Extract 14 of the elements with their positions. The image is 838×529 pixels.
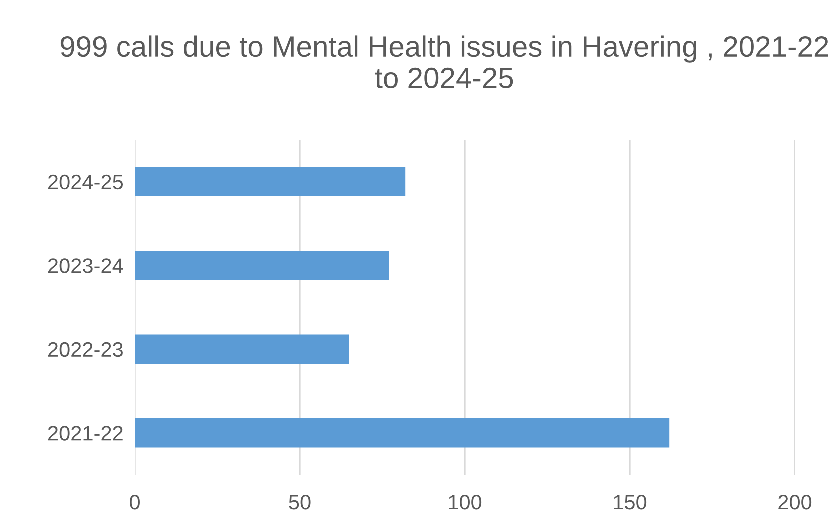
bar: [135, 334, 350, 364]
x-tick-label: 50: [289, 494, 311, 510]
chart-title: 999 calls due to Mental Health issues in Havering , 2021-22 to 2024-25: [60, 36, 828, 89]
bar: [135, 418, 670, 448]
x-tick-label: 150: [614, 494, 647, 510]
y-tick-label: 2022-23: [48, 342, 123, 358]
x-tick-label: 0: [130, 494, 140, 510]
y-tick-label: 2021-22: [48, 426, 123, 441]
x-tick-label: 200: [778, 494, 812, 510]
y-tick-label: 2023-24: [48, 258, 124, 274]
y-tick-label: 2024-25: [48, 174, 124, 190]
x-tick-label: 100: [449, 494, 482, 510]
bar: [135, 250, 390, 280]
bar: [135, 167, 406, 197]
